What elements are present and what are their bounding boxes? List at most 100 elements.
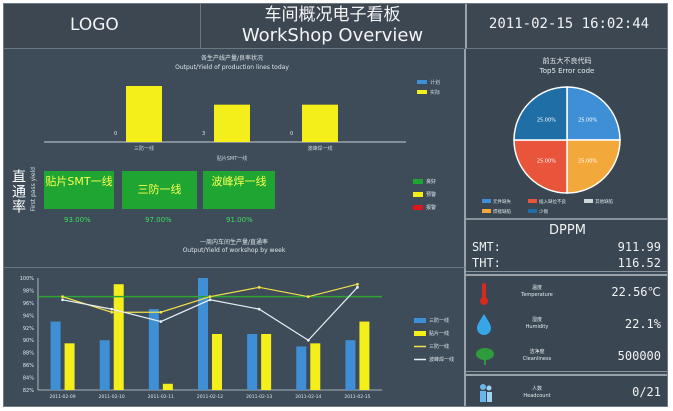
pie-slice-label: 25.00% — [537, 117, 556, 123]
weekly-bar-tiepian — [212, 334, 222, 390]
weekly-bar-tiepian — [310, 343, 321, 390]
pie-slices: 25.00% 25.00% 25.00% 25.00% — [513, 86, 621, 194]
environment-panel: 温度 Temperature 22.56℃ 湿度 Humidity 22.1% 洁净… — [466, 274, 667, 372]
weekly-chart: 100% 98% 96% 94% 92% 90% 88% 86% 84% 82% 2011-02-0… — [20, 276, 454, 400]
pie-slice — [513, 86, 568, 141]
weekly-line-point — [306, 338, 310, 342]
output-category-label: 波峰焊一线 — [307, 145, 332, 152]
weekly-line-point — [110, 310, 114, 314]
weekly-x-tick: 2011-02-11 — [148, 394, 174, 400]
dppm-title: DPPM — [549, 223, 586, 238]
dppm-smt-label: SMT: — [472, 240, 501, 254]
weekly-line-point — [110, 307, 114, 311]
output-category-label: 三防一线 — [134, 145, 154, 152]
weekly-y-tick: 84% — [23, 376, 34, 382]
weekly-line-point — [356, 282, 359, 286]
pie-title-zh: 前五大不良代码 — [543, 56, 592, 65]
weekly-bar-tiepian — [261, 334, 272, 390]
legend-plan: 计划 — [430, 79, 440, 86]
output-bar-actual — [302, 104, 338, 142]
weekly-line-point — [159, 320, 163, 323]
tree-icon — [476, 348, 494, 365]
weekly-legend-swatch — [414, 318, 426, 323]
yield-line-wave[interactable]: 波峰焊一线 — [203, 171, 275, 209]
headcount-value: 0/21 — [632, 385, 661, 399]
weekly-bar-sanfang — [198, 278, 208, 390]
pie-legend-swatch — [482, 199, 491, 203]
legend-swatch-plan — [417, 80, 427, 84]
page-title-zh: 车间概况电子看板 — [264, 5, 401, 25]
pie-title-en: Top5 Error code — [539, 67, 595, 75]
weekly-bar-tiepian — [113, 284, 124, 390]
yield-legend-alarm: 报警 — [413, 204, 436, 211]
temperature-label-en: Temperature — [521, 292, 553, 298]
weekly-bar-tiepian — [162, 383, 173, 390]
pie-slice-label: 25.00% — [578, 159, 597, 165]
water-drop-icon — [477, 314, 491, 335]
weekly-title-en: Output/Yield of workshop by week — [182, 247, 286, 254]
datetime: 2011-02-15 16:02:44 — [488, 16, 650, 32]
weekly-bar-sanfang — [296, 346, 307, 390]
pie-slice — [566, 86, 621, 141]
weekly-panel: 100% 98% 96% 94% 92% 90% 88% 86% 84% 82% 2011-02-0… — [4, 267, 466, 406]
dppm-smt-value: 911.99 — [617, 240, 661, 254]
cleanliness-label-en: Cleanliness — [522, 356, 552, 362]
datetime-area: 2011-02-15 16:02:44 — [465, 4, 667, 49]
weekly-line-point — [257, 285, 261, 289]
weekly-bar-sanfang — [50, 321, 61, 390]
yield-legend-warn: 预警 — [413, 191, 436, 198]
weekly-y-tick: 98% — [23, 288, 34, 294]
pie-chart: 前五大不良代码 Top5 Error code 25.00%25.00%25.0… — [482, 56, 621, 215]
weekly-bar-sanfang — [247, 334, 258, 390]
weekly-legend-swatch — [414, 331, 426, 336]
yield-line-smt[interactable]: 贴片SMT一线 — [44, 171, 114, 209]
weekly-y-tick: 92% — [23, 326, 34, 332]
cleanliness-value: 500000 — [617, 349, 661, 363]
weekly-line-point — [356, 285, 359, 289]
yield-line-sanfang[interactable]: 三防一线 — [122, 171, 197, 209]
yield-pct-wave: 91.00% — [226, 216, 253, 224]
output-bars: 0 三防一线 3 贴片SMT一线 0 波峰焊一线 — [114, 86, 338, 162]
weekly-y-tick: 88% — [23, 351, 34, 357]
yield-pct-sanfang: 97.00% — [145, 216, 172, 224]
weekly-line-point — [61, 295, 64, 299]
weekly-line-point — [208, 295, 212, 299]
page-title: 车间概况电子看板 WorkShop Overview — [201, 4, 464, 49]
dashboard: LOGO 车间概况电子看板 WorkShop Overview 2011-02-… — [3, 3, 668, 407]
pie-legend-label: 插入缺位不良 — [539, 198, 566, 205]
weekly-y-tick: 86% — [23, 363, 34, 369]
weekly-legend-label: 三防一线 — [429, 343, 449, 350]
weekly-bar-sanfang — [345, 340, 356, 390]
weekly-y-tick: 100% — [20, 276, 35, 282]
humidity-label-zh: 湿度 — [531, 317, 542, 323]
output-chart: 各生产线产量/良率状况 Output/Yield of production l… — [44, 54, 440, 162]
dppm-panel: DPPM SMT: 911.99 THT: 116.52 — [466, 219, 667, 272]
output-bar-label: 0 — [114, 131, 117, 137]
pie-slice — [566, 139, 621, 194]
pie-legend-swatch — [528, 199, 537, 203]
pie-legend-swatch — [528, 209, 537, 213]
weekly-legend-label: 贴片一线 — [429, 330, 449, 337]
weekly-x-tick: 2011-02-15 — [344, 394, 370, 400]
pie-legend-swatch — [584, 199, 593, 203]
weekly-legend-label: 三防一线 — [429, 317, 449, 324]
output-title-en: Output/Yield of production lines today — [175, 64, 289, 71]
yield-title-zh: 直通率 — [10, 169, 26, 214]
dppm-tht-value: 116.52 — [617, 256, 661, 270]
env-humidity: 湿度 Humidity 22.1% — [466, 308, 667, 344]
weekly-x-tick: 2011-02-13 — [246, 394, 272, 400]
output-bar-actual — [126, 86, 162, 142]
temperature-value: 22.56℃ — [611, 285, 661, 299]
weekly-bar-sanfang — [99, 340, 110, 390]
pie-legend-label: 其他缺陷 — [595, 198, 613, 205]
output-bar-label: 3 — [202, 131, 205, 137]
weekly-line-point — [306, 295, 310, 299]
page-title-en: WorkShop Overview — [241, 25, 424, 46]
yield-title-en: First pass yield — [30, 167, 37, 212]
pie-legend-label: 元件缺失 — [493, 198, 511, 205]
weekly-title-zh: 一周内车间生产量/直通率 — [199, 239, 269, 246]
output-bar-label: 0 — [290, 131, 293, 137]
pie-panel: 前五大不良代码 Top5 Error code 25.00% 25.00% 25.0… — [466, 49, 667, 219]
headcount-label-en: Headcount — [523, 393, 551, 399]
